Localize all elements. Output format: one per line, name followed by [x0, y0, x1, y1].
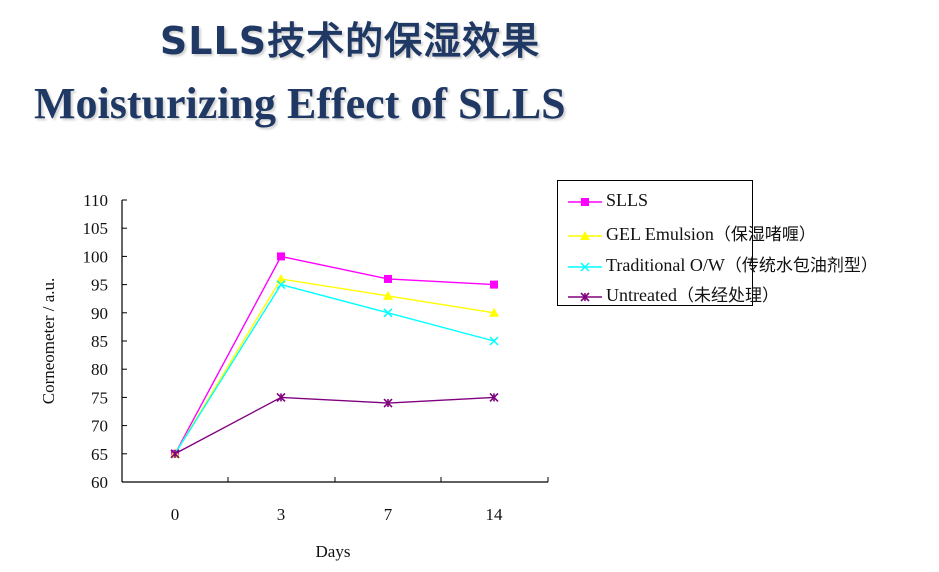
legend-item-untreated: Untreated（未经处理） [566, 281, 779, 306]
legend-label-cn: （传统水包油剂型） [724, 256, 878, 276]
series-line-gel-emulsion [174, 278, 495, 455]
legend-label: GEL Emulsion [606, 224, 714, 244]
data-point-untreated [383, 398, 393, 408]
legend-label-cn: （保湿啫喱） [713, 225, 816, 245]
legend-item-traditional-o-w: Traditional O/W（传统水包油剂型） [566, 251, 878, 276]
legend-swatch-marker [581, 197, 589, 206]
y-tick-label: 110 [83, 191, 108, 210]
legend-swatch [568, 292, 602, 302]
series-untreated [170, 392, 499, 459]
y-tick-label: 100 [83, 247, 109, 266]
y-tick-label: 95 [91, 276, 108, 295]
legend-item-gel-emulsion: GEL Emulsion（保湿啫喱） [566, 220, 816, 245]
legend-swatch-marker [580, 262, 590, 272]
legend-swatch [568, 197, 602, 206]
legend-swatch [568, 230, 602, 240]
data-point-traditional-o-w-stroke [489, 336, 499, 346]
legend-label-cn: （未经处理） [676, 286, 779, 306]
y-tick-label: 60 [91, 473, 108, 492]
series-line-traditional-o-w [174, 283, 495, 455]
data-point-slls [490, 280, 498, 289]
series-slls [171, 252, 498, 458]
y-axis-label: Corneometer / a.u. [39, 278, 58, 405]
y-tick-label: 65 [91, 445, 108, 464]
data-point-gel-emulsion [383, 290, 393, 300]
legend-swatch-marker-stroke [580, 262, 590, 272]
y-tick-label: 90 [91, 304, 108, 323]
data-point-slls [277, 252, 285, 261]
x-tick-label: 7 [384, 505, 393, 524]
y-tick-label: 105 [83, 219, 109, 238]
data-point-untreated [170, 449, 180, 459]
legend-swatch-marker [580, 230, 590, 240]
data-point-traditional-o-w-stroke [383, 308, 393, 318]
y-tick-label: 80 [91, 360, 108, 379]
x-tick-label: 0 [171, 505, 180, 524]
y-tick-label: 70 [91, 417, 108, 436]
y-tick-label: 85 [91, 332, 108, 351]
data-point-slls [384, 274, 392, 283]
legend-item-slls: SLLS [566, 190, 648, 211]
page-title-en: Moisturizing Effect of SLLS [34, 79, 566, 128]
legend-label: SLLS [606, 190, 649, 210]
data-point-traditional-o-w [489, 336, 499, 346]
series-line-untreated [174, 396, 495, 455]
x-tick-label: 3 [277, 505, 286, 524]
data-point-untreated [489, 392, 499, 402]
data-point-gel-emulsion [489, 307, 499, 317]
data-point-gel-emulsion [276, 273, 286, 283]
data-point-traditional-o-w [276, 280, 286, 290]
series-line-slls [174, 255, 495, 455]
legend-label: Traditional O/W [606, 255, 725, 275]
y-tick-label: 75 [91, 388, 108, 407]
page-title-cn: SLLS技术的保湿效果 [159, 19, 541, 63]
legend-swatch-marker [580, 292, 590, 302]
data-point-traditional-o-w-stroke [276, 280, 286, 290]
x-axis-label: Days [316, 542, 351, 561]
legend-label: Untreated [606, 285, 677, 305]
legend-swatch [568, 262, 602, 272]
chart-legend: SLLS GEL Emulsion（保湿啫喱） Traditional O/W（传统… [557, 180, 878, 306]
data-point-untreated [276, 392, 286, 402]
x-tick-label: 14 [486, 505, 504, 524]
data-point-traditional-o-w [383, 308, 393, 318]
